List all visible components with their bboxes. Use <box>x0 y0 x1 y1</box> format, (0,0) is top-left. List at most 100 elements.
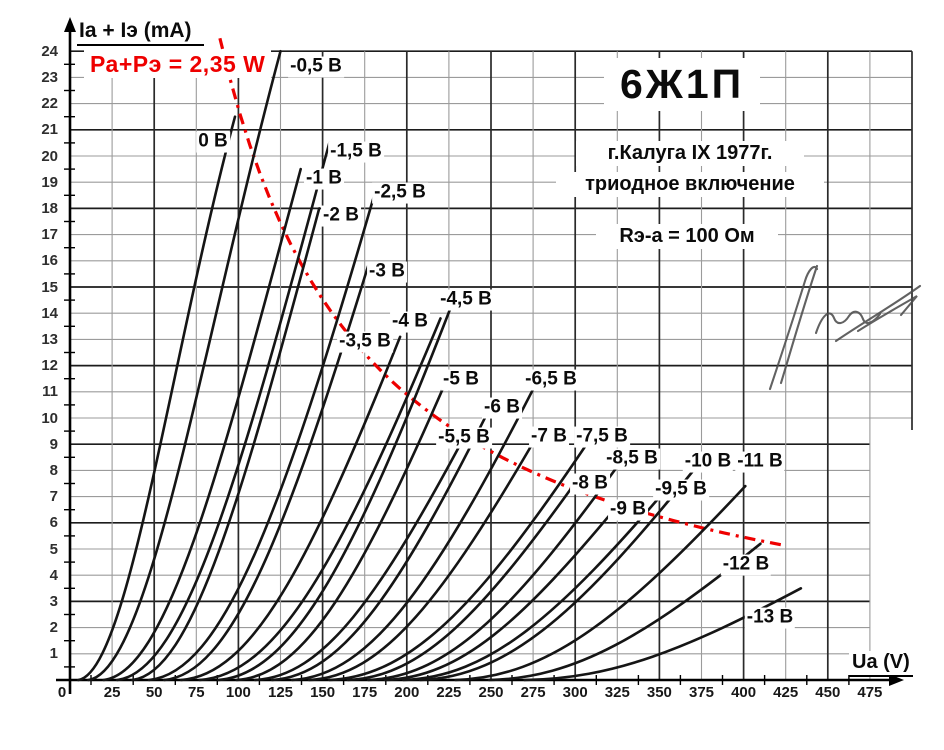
curve-label: 0 В <box>196 130 230 153</box>
x-tick-label: 400 <box>731 684 757 701</box>
curve-path <box>115 141 331 682</box>
y-tick-label: 21 <box>41 121 58 139</box>
x-tick-label: 100 <box>225 684 251 701</box>
curve-path <box>147 186 378 682</box>
y-tick-label: 23 <box>41 68 58 86</box>
curve-label: -3,5 В <box>337 330 393 353</box>
y-tick-label: 8 <box>49 461 58 479</box>
curve-path <box>216 293 457 682</box>
x-tick-label: 200 <box>394 684 420 701</box>
curve-label: -4 В <box>390 310 430 333</box>
curve-path <box>454 484 747 682</box>
curve-path <box>291 374 542 682</box>
y-tick-label: 2 <box>49 619 58 637</box>
curve-label: -1,5 В <box>328 140 384 163</box>
curve-label: -3 В <box>367 260 407 283</box>
x-tick-label: 25 <box>103 684 121 701</box>
curve-label: -1 В <box>304 167 344 190</box>
curve-path <box>366 453 627 682</box>
power-limit-label: Ра+Рэ = 2,35 W <box>84 50 272 79</box>
y-tick-label: 11 <box>42 383 58 401</box>
y-tick-label: 6 <box>49 514 58 532</box>
curve-path <box>419 461 702 682</box>
x-tick-label: 175 <box>352 684 378 701</box>
curve-label: -9 В <box>608 498 648 521</box>
y-tick-label: 13 <box>41 330 58 348</box>
x-tick-label: 425 <box>773 684 799 701</box>
x-tick-label: 0 <box>57 684 67 701</box>
y-tick-label: 4 <box>49 566 58 584</box>
y-tick-label: 5 <box>49 540 58 558</box>
connection-mode-label: триодное включение <box>556 172 824 197</box>
curve-label: -8,5 В <box>604 447 660 470</box>
x-tick-label: 325 <box>604 684 630 701</box>
factory-date-label: г.Калуга IX 1977г. <box>576 141 804 166</box>
curve-path <box>328 429 597 682</box>
signature-icon <box>768 264 922 391</box>
y-tick-label: 18 <box>41 199 58 217</box>
x-tick-label: 475 <box>857 684 883 701</box>
y-tick-label: 19 <box>41 173 58 191</box>
curve-path <box>235 369 452 682</box>
x-tick-label: 125 <box>267 684 294 701</box>
curve-label: -6 В <box>482 396 522 419</box>
curve-label: -5 В <box>441 368 481 391</box>
y-tick-label: 20 <box>41 147 58 165</box>
y-tick-label: 16 <box>41 252 58 270</box>
resistor-value-label: Rэ-а = 100 Ом <box>596 224 778 249</box>
x-tick-label: 50 <box>145 684 163 701</box>
curve-label: -2,5 В <box>372 181 428 204</box>
curve-path <box>87 49 282 682</box>
curve-label: -6,5 В <box>523 368 579 391</box>
curve-path <box>346 474 582 682</box>
curve-path <box>488 542 762 682</box>
y-tick-label: 12 <box>41 357 58 375</box>
x-axis-title: Ua (V) <box>849 651 913 677</box>
y-tick-label: 17 <box>41 226 58 244</box>
x-tick-label: 250 <box>478 684 504 701</box>
x-tick-label: 450 <box>815 684 841 701</box>
curve-path <box>253 429 469 682</box>
x-tick-label: 350 <box>646 684 672 701</box>
curve-path <box>198 317 442 682</box>
curve-label: -8 В <box>570 472 610 495</box>
y-tick-label: 9 <box>49 435 58 453</box>
curve-path <box>270 401 494 682</box>
curve-label: -12 В <box>720 553 772 576</box>
curve-label: -13 В <box>744 606 796 629</box>
y-tick-label: 1 <box>49 645 58 663</box>
curve-label: -7,5 В <box>574 425 630 448</box>
curve-label: -11 В <box>735 450 785 473</box>
curve-label: -5,5 В <box>436 426 492 449</box>
curve-path <box>131 207 321 682</box>
tube-model-title: 6Ж1П <box>604 58 761 112</box>
curve-label: -7 В <box>529 425 569 448</box>
y-tick-label: 22 <box>41 95 58 113</box>
curve-label: -2 В <box>321 204 361 227</box>
curve-label: -9,5 В <box>653 478 709 501</box>
y-axis-title: Ia + Iэ (mA) <box>77 19 204 47</box>
curve-label: -4,5 В <box>438 288 494 311</box>
curve-label: -10 В <box>682 450 734 473</box>
x-tick-label: 275 <box>520 684 546 701</box>
y-tick-label: 3 <box>49 592 58 610</box>
curve-path <box>77 115 237 682</box>
curve-path <box>383 500 622 682</box>
x-tick-label: 75 <box>187 684 205 701</box>
y-tick-label: 10 <box>41 409 58 427</box>
curve-path <box>102 167 302 682</box>
x-tick-label: 150 <box>310 684 336 701</box>
y-tick-label: 15 <box>41 278 58 296</box>
curve-path <box>307 429 542 682</box>
y-tick-label: 14 <box>41 304 58 322</box>
x-tick-label: 225 <box>436 684 462 701</box>
y-tick-label: 24 <box>41 42 58 60</box>
x-tick-label: 300 <box>562 684 588 701</box>
curve-path <box>179 335 402 682</box>
y-tick-label: 7 <box>49 488 58 506</box>
x-tick-label: 375 <box>688 684 715 701</box>
curve-label: -0,5 В <box>288 55 344 78</box>
curve-path <box>402 482 673 682</box>
